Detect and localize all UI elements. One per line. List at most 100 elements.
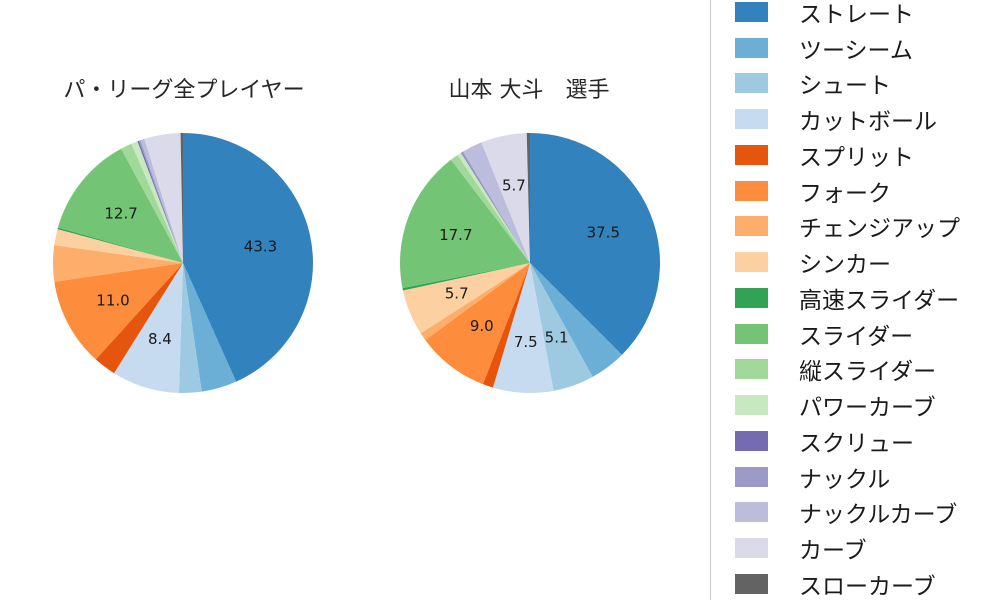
legend-swatch	[735, 395, 768, 416]
legend-label: スプリット	[799, 144, 914, 171]
legend-label: スローカーブ	[799, 573, 936, 600]
legend-item: スクリュー	[711, 423, 1000, 459]
legend-swatch	[735, 466, 768, 487]
legend-label: スクリュー	[799, 430, 914, 457]
legend-swatch	[735, 73, 768, 94]
legend-label: カットボール	[799, 109, 937, 136]
pie-chart-player: 37.55.17.59.05.717.75.7	[400, 133, 660, 394]
pie-title-league: パ・リーグ全プレイヤー	[63, 78, 305, 103]
pie-slice-label: 5.7	[445, 284, 469, 302]
legend-label: パワーカーブ	[799, 395, 936, 422]
legend-swatch	[735, 1, 768, 22]
pie-slice	[450, 155, 530, 263]
legend-swatch	[735, 252, 768, 273]
legend-swatch	[735, 180, 768, 201]
pie-slice	[53, 245, 183, 282]
legend-swatch	[735, 502, 768, 523]
legend-label: 縦スライダー	[799, 359, 937, 386]
pie-slice-label: 11.0	[96, 291, 129, 309]
pie-slice	[420, 263, 530, 341]
legend-label: シンカー	[799, 252, 891, 279]
pie-slice	[530, 133, 660, 355]
pie-slice	[400, 159, 530, 289]
pie-slice-label: 8.4	[148, 330, 172, 348]
legend-label: カーブ	[799, 538, 867, 565]
legend-item: パワーカーブ	[711, 387, 1000, 423]
legend-item: ナックルカーブ	[711, 495, 1000, 531]
pie-slice-label: 12.7	[104, 204, 137, 222]
pie-slice-label: 9.0	[470, 317, 494, 335]
legend-item: チェンジアップ	[711, 209, 1000, 245]
pie-slice	[137, 140, 183, 263]
legend-item: 縦スライダー	[711, 352, 1000, 388]
pie-slice	[425, 263, 530, 385]
pie-slice	[183, 263, 237, 392]
pie-slice-label: 37.5	[587, 224, 620, 242]
pie-slice	[461, 152, 530, 263]
legend-label: シュート	[799, 73, 891, 100]
pie-slice	[492, 263, 554, 394]
legend-item: フォーク	[711, 173, 1000, 209]
pie-slice	[57, 227, 183, 263]
pie-slice-label: 7.5	[514, 333, 538, 351]
legend-item: シュート	[711, 66, 1000, 102]
pie-slice	[526, 133, 530, 263]
legend-swatch	[735, 216, 768, 237]
legend-label: 高速スライダー	[799, 287, 960, 314]
pie-slice	[180, 132, 183, 263]
pie-slice	[482, 263, 530, 388]
pie-slice-label: 17.7	[439, 226, 472, 244]
legend-item: スプリット	[711, 137, 1000, 173]
pie-slice	[530, 263, 622, 377]
legend-swatch	[735, 287, 768, 308]
pie-slice	[178, 263, 202, 394]
pie-slice	[54, 229, 184, 263]
legend-swatch	[735, 323, 768, 344]
legend-item: ストレート	[711, 0, 1000, 30]
legend-item: カットボール	[711, 101, 1000, 137]
legend-label: スライダー	[799, 323, 914, 350]
legend-swatch	[735, 538, 768, 559]
legend-swatch	[735, 430, 768, 451]
pie-slice	[138, 140, 183, 263]
legend-swatch	[735, 573, 768, 594]
legend-swatch	[735, 359, 768, 380]
legend-label: フォーク	[799, 180, 891, 207]
pie-slice	[530, 263, 593, 391]
pie-slice	[131, 141, 183, 263]
pie-slice	[95, 263, 183, 374]
legend-item: スライダー	[711, 316, 1000, 352]
legend-swatch	[735, 109, 768, 130]
pie-slice	[144, 133, 183, 263]
pie-slice	[57, 148, 183, 263]
legend-label: ツーシーム	[799, 37, 913, 64]
pie-slice	[481, 133, 530, 263]
pie-slice-label: 5.1	[545, 329, 569, 347]
legend-label: ナックル	[799, 466, 891, 493]
pie-chart-league: 43.3 8.4 11.0 12.7	[53, 132, 313, 394]
legend-item: スローカーブ	[711, 566, 1000, 600]
legend-item: カーブ	[711, 530, 1000, 566]
pie-slice-label: 5.7	[502, 176, 526, 194]
pie-slice	[402, 263, 530, 334]
legend-swatch	[735, 144, 768, 165]
pie-slice	[457, 152, 530, 263]
pie-slice	[140, 138, 183, 263]
pie-slice	[121, 143, 183, 263]
legend-item: ナックル	[711, 459, 1000, 495]
pie-slice	[402, 263, 530, 291]
legend-items: ストレートツーシームシュートカットボール スプリットフォークチェンジアップ シンカー…	[711, 0, 1000, 600]
pie-slice	[463, 142, 530, 263]
legend-label: ナックルカーブ	[799, 502, 958, 529]
legend: ストレートツーシームシュートカットボール スプリットフォークチェンジアップ シンカー…	[710, 0, 1000, 600]
legend-label: チェンジアップ	[799, 216, 960, 243]
legend-item: シンカー	[711, 244, 1000, 280]
legend-item: 高速スライダー	[711, 280, 1000, 316]
pie-slice	[461, 151, 530, 263]
pie-slice	[54, 263, 183, 360]
pie-title-player: 山本 大斗 選手	[448, 78, 610, 103]
pie-slice-label: 43.3	[244, 237, 277, 255]
legend-item: ツーシーム	[711, 30, 1000, 66]
legend-swatch	[735, 37, 768, 58]
